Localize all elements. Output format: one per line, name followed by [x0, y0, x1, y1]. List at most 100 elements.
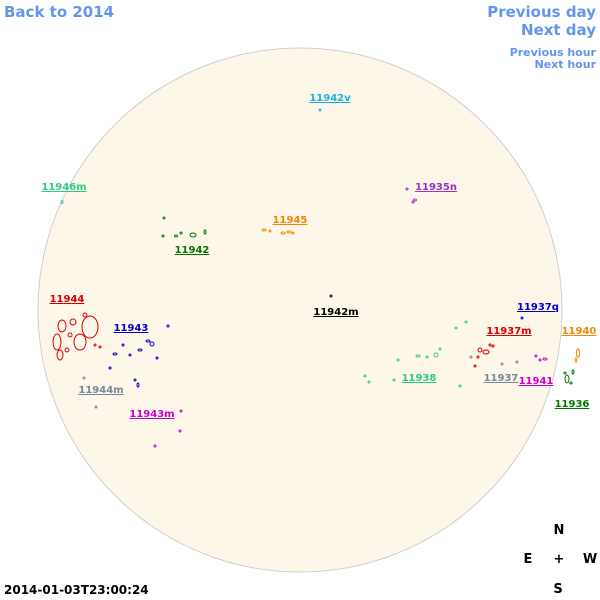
sunspot — [469, 355, 473, 359]
sunspot — [67, 332, 73, 338]
sunspot — [280, 231, 286, 235]
sunspot — [94, 405, 98, 409]
sunspot — [392, 378, 396, 382]
region-label[interactable]: 11937q — [517, 302, 559, 313]
sunspot — [458, 384, 462, 388]
sunspot — [454, 326, 458, 330]
sunspot — [261, 228, 267, 232]
sunspot — [564, 374, 570, 384]
sunspot — [329, 294, 333, 298]
sunspot — [153, 444, 157, 448]
sunspot — [476, 355, 480, 359]
region-label[interactable]: 11936 — [555, 399, 590, 410]
back-link[interactable]: Back to 2014 — [4, 3, 114, 21]
sunspot — [425, 355, 429, 359]
sunspot — [179, 231, 183, 235]
sunspot — [81, 315, 99, 339]
region-label[interactable]: 11937 — [484, 373, 519, 384]
region-label[interactable]: 11935n — [415, 182, 457, 193]
sunspot — [93, 343, 97, 347]
compass-east: E — [524, 552, 533, 567]
sunspot — [477, 347, 483, 353]
sunspot — [155, 356, 159, 360]
sunspot — [112, 352, 118, 356]
sunspot — [500, 362, 504, 366]
sunspot — [491, 344, 495, 348]
timestamp: 2014-01-03T23:00:24 — [4, 583, 149, 597]
sunspot — [149, 341, 155, 347]
sunspot — [396, 358, 400, 362]
sunspot — [82, 312, 88, 318]
sunspot — [57, 319, 67, 333]
sunspot — [438, 347, 442, 351]
compass-south: S — [553, 582, 562, 597]
next-hour-link[interactable]: Next hour — [535, 58, 597, 71]
previous-day-link[interactable]: Previous day — [487, 3, 596, 21]
sunspot — [413, 198, 417, 202]
sunspot — [82, 376, 86, 380]
region-label[interactable]: 11943 — [114, 323, 149, 334]
sunspot — [137, 348, 143, 352]
sunspot — [571, 369, 575, 375]
sunspot — [291, 231, 295, 235]
next-day-link[interactable]: Next day — [521, 21, 596, 39]
sunspot — [569, 381, 573, 385]
sunspot — [482, 349, 490, 355]
sunspot — [179, 409, 183, 413]
sunspot — [534, 354, 538, 358]
sunspot — [69, 318, 77, 326]
compass-north: N — [554, 523, 565, 538]
sunspot — [73, 333, 87, 351]
sunspot — [64, 347, 70, 353]
sunspot — [473, 364, 477, 368]
region-label[interactable]: 11944 — [50, 294, 85, 305]
region-label[interactable]: 11944m — [78, 385, 123, 396]
sunspot — [363, 374, 367, 378]
sunspot — [520, 316, 524, 320]
sunspot — [98, 345, 102, 349]
sunspot — [488, 343, 492, 347]
sunspot — [189, 232, 197, 238]
compass-center: + — [554, 552, 565, 567]
region-label[interactable]: 11945 — [273, 215, 308, 226]
sunspot — [162, 216, 166, 220]
sunspot — [161, 234, 165, 238]
sunspot — [56, 349, 64, 361]
region-label[interactable]: 11942 — [175, 245, 210, 256]
sunspot — [133, 378, 137, 382]
sunspot — [367, 380, 371, 384]
sunspot — [174, 234, 178, 238]
compass-west: W — [583, 552, 597, 567]
sunspot — [542, 357, 548, 361]
sunspot — [405, 187, 409, 191]
sunspot — [318, 108, 322, 112]
sunspot — [60, 200, 64, 204]
region-label[interactable]: 11940 — [562, 326, 597, 337]
sunspot — [574, 357, 578, 363]
sunspot — [128, 353, 132, 357]
previous-hour-link[interactable]: Previous hour — [510, 46, 597, 59]
region-label[interactable]: 11942v — [309, 93, 351, 104]
region-label[interactable]: 11937m — [486, 326, 531, 337]
sunspot — [52, 333, 62, 351]
sunspot — [136, 382, 140, 388]
sunspot — [563, 371, 567, 375]
sunspot — [538, 358, 542, 362]
sunspot — [121, 343, 125, 347]
sunspot — [411, 200, 415, 204]
sunspot — [268, 229, 272, 233]
sunspot — [145, 339, 151, 343]
sunspot — [576, 348, 580, 358]
region-label[interactable]: 11942m — [313, 307, 358, 318]
sunspot — [515, 360, 519, 364]
solar-disk — [37, 47, 563, 573]
region-label[interactable]: 11943m — [129, 409, 174, 420]
region-label[interactable]: 11946m — [41, 182, 86, 193]
sunspot — [178, 429, 182, 433]
sunspot — [108, 366, 112, 370]
region-label[interactable]: 11941 — [519, 376, 554, 387]
sunspot — [415, 354, 421, 358]
region-label[interactable]: 11938 — [402, 373, 437, 384]
